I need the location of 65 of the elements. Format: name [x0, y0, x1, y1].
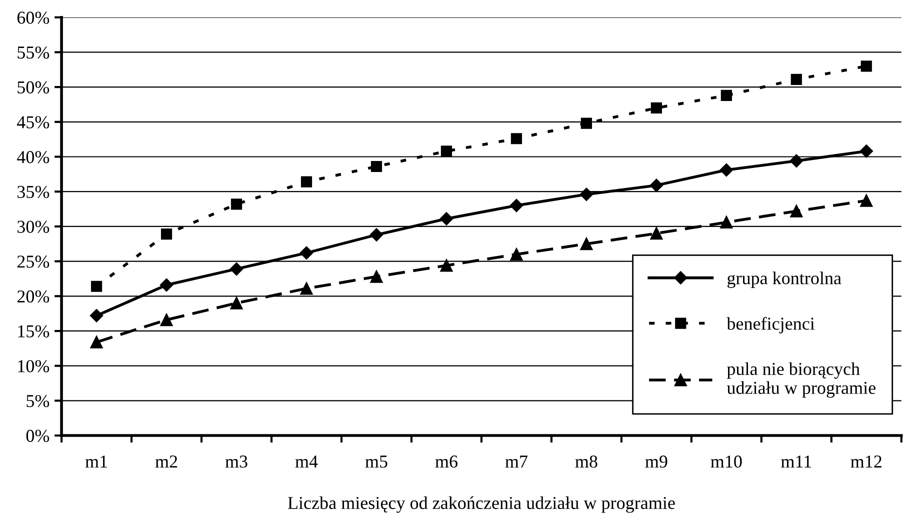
- x-tick-label: m1: [85, 456, 107, 468]
- y-tick-label: 50%: [18, 81, 50, 94]
- point: [720, 163, 733, 177]
- point: [230, 262, 244, 276]
- y-tick-label: 20%: [17, 290, 50, 303]
- y-tick-label: 30%: [18, 220, 50, 233]
- point: [230, 198, 242, 210]
- point: [580, 238, 593, 250]
- y-tick-label: 60%: [17, 12, 50, 24]
- y-tick-label: 15%: [18, 325, 50, 338]
- point: [580, 118, 592, 129]
- point: [300, 246, 314, 260]
- point: [370, 270, 383, 283]
- x-tick-label: m7: [505, 456, 528, 468]
- point: [720, 90, 732, 101]
- point: [790, 204, 803, 218]
- point: [510, 133, 522, 144]
- x-tick-label: m11: [781, 456, 812, 468]
- point: [580, 188, 594, 201]
- point: [720, 216, 733, 229]
- y-tick-label: 40%: [16, 151, 50, 164]
- x-tick-label: m3: [225, 456, 248, 468]
- point: [510, 248, 523, 261]
- y-tick-label: 0%: [26, 430, 50, 442]
- legend-label: beneficjenci: [726, 316, 815, 334]
- y-tick-label: 55%: [18, 46, 50, 59]
- point: [370, 160, 382, 172]
- legend-label: grupa kontrolna: [727, 272, 842, 288]
- point: [440, 146, 452, 157]
- y-tick-label: 45%: [16, 116, 50, 128]
- x-tick-label: m5: [365, 456, 388, 468]
- y-tick-label: 35%: [18, 186, 50, 198]
- point: [440, 212, 454, 226]
- point: [650, 102, 662, 114]
- y-tick-label: 5%: [26, 394, 50, 408]
- point: [160, 278, 174, 292]
- x-tick-label: m2: [155, 456, 178, 468]
- y-tick-label: 25%: [17, 256, 50, 268]
- point: [90, 309, 104, 322]
- x-tick-label: m10: [710, 455, 742, 468]
- point: [860, 144, 873, 158]
- point: [790, 74, 802, 85]
- point: [300, 282, 313, 295]
- point: [300, 176, 312, 188]
- point: [90, 280, 102, 292]
- point: [860, 60, 872, 72]
- point: [790, 154, 803, 168]
- point: [650, 178, 664, 192]
- x-tick-label: m12: [850, 456, 882, 468]
- x-tick-label: m8: [575, 455, 598, 468]
- point: [90, 336, 103, 348]
- x-tick-label: m9: [645, 456, 668, 468]
- point: [160, 314, 173, 326]
- point: [230, 296, 243, 310]
- y-tick-label: 10%: [18, 360, 50, 372]
- point: [440, 259, 453, 272]
- x-axis-title: Liczba miesięcy od zakończenia udziału w programie: [288, 496, 675, 513]
- point: [650, 227, 663, 240]
- point: [160, 228, 172, 240]
- point: [860, 194, 873, 207]
- point: [510, 198, 524, 212]
- legend-label: pula nie biorących udziału w programie: [726, 362, 876, 398]
- point: [370, 228, 384, 242]
- x-tick-label: m4: [295, 456, 318, 468]
- x-tick-label: m6: [435, 456, 458, 468]
